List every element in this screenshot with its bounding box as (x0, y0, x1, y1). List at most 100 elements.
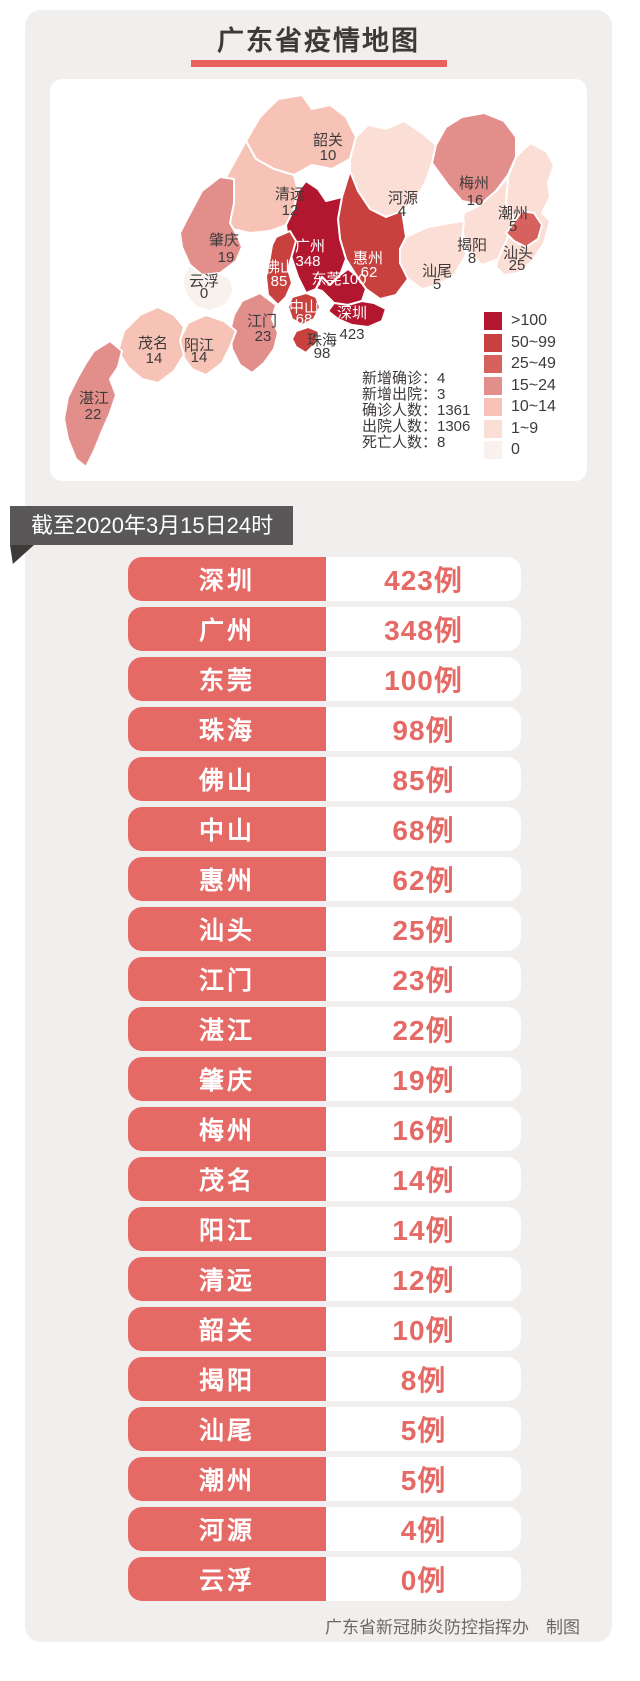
legend-swatch (484, 355, 502, 373)
map-city-label: 5 (509, 218, 517, 235)
legend-swatch (484, 376, 502, 395)
list-item-cases: 22例 (392, 1015, 455, 1046)
page-title: 广东省疫情地图 (217, 26, 420, 56)
legend-swatch (484, 441, 502, 459)
list-item-city: 揭阳 (128, 1357, 326, 1401)
map-city-label: 佛山 (265, 259, 295, 276)
map-city-label: 68 (296, 311, 313, 328)
map-city-label: 4 (398, 203, 406, 220)
legend-item: >100 (484, 312, 556, 330)
map-city-label: 梅州 (459, 175, 489, 192)
list-item-city: 广州 (128, 607, 326, 651)
map-city-label: 湛江 (79, 390, 109, 407)
map-city-label: 中山 (289, 299, 319, 316)
legend-item: 0 (484, 441, 556, 459)
list-item-city: 韶关 (128, 1307, 326, 1351)
map-city-label: 16 (467, 192, 484, 209)
map-city-label: 14 (146, 350, 163, 367)
list-item-city: 汕尾 (128, 1407, 326, 1451)
title-underline (190, 60, 447, 67)
map-city-label: 汕尾 (422, 263, 452, 280)
region-shenzhen (327, 300, 387, 328)
region-maoming (117, 306, 185, 384)
list-item-cases: 25例 (392, 915, 455, 946)
list-item: 肇庆 19例 (128, 1057, 521, 1101)
map-city-label: 阳江 (184, 337, 214, 354)
list-item-city: 深圳 (128, 557, 326, 601)
map-city-label: 河源 (388, 190, 418, 207)
legend-label: 1~9 (511, 419, 539, 437)
map-city-label: 广州 (295, 238, 325, 255)
map-city-label: 348 (295, 253, 320, 270)
list-item-cases: 68例 (392, 815, 455, 846)
province-stats-block: 新增确诊：4 新增出院：3 确诊人数：1361 出院人数：1306 死亡人数：8 (362, 371, 470, 451)
content-card: 广东省疫情地图 (25, 10, 612, 1642)
list-item-cases: 10例 (392, 1315, 455, 1346)
map-city-label: 14 (191, 349, 208, 366)
map-city-label: 江门 (247, 313, 277, 330)
map-city-label: 茂名 (138, 335, 168, 352)
list-item-cases: 5例 (400, 1465, 447, 1496)
legend-label: 15~24 (511, 376, 556, 394)
map-city-label: 0 (200, 285, 208, 302)
legend-item: 50~99 (484, 333, 556, 352)
list-item: 潮州 5例 (128, 1457, 521, 1501)
region-zhanjiang (63, 340, 123, 468)
map-city-label: 清远 (275, 186, 305, 203)
list-item: 云浮 0例 (128, 1557, 521, 1601)
list-item-city: 河源 (128, 1507, 326, 1551)
list-item-city: 汕头 (128, 907, 326, 951)
stat-line: 确诊人数：1361 (362, 402, 471, 419)
list-item-city: 潮州 (128, 1457, 326, 1501)
list-item: 河源 4例 (128, 1507, 521, 1551)
list-item-cases: 0例 (400, 1565, 447, 1596)
list-item-city: 东莞 (128, 657, 326, 701)
city-case-list: 深圳 423例 广州 348例 东莞 100例 珠海 98例 佛山 85例 中山 68例 惠州 62例 汕头… (25, 557, 612, 1601)
legend-swatch (484, 333, 502, 352)
legend-item: 15~24 (484, 376, 556, 395)
region-zhongshan (287, 292, 321, 326)
map-city-label: 云浮 (189, 273, 219, 290)
stat-line: 新增出院：3 (362, 386, 446, 403)
title-block: 广东省疫情地图 (25, 10, 612, 67)
list-item: 茂名 14例 (128, 1157, 521, 1201)
region-shantou (505, 210, 543, 248)
map-city-label: 5 (433, 276, 441, 293)
legend-label: >100 (511, 312, 548, 329)
map-city-label: 10 (320, 147, 337, 164)
map-city-label: 98 (314, 345, 331, 362)
source-credit: 广东省新冠肺炎防控指挥办 制图 (325, 1618, 580, 1637)
list-item-city: 清远 (128, 1257, 326, 1301)
map-city-label: 423 (339, 326, 364, 343)
map-legend: >100 50~99 25~49 15~24 10~14 1~9 0 (484, 312, 556, 463)
list-item-cases: 423例 (384, 565, 463, 596)
province-map-card: 韶关 10 清远 12 河源 4 梅州 16 潮州 5 揭阳 8 汕头 25 汕尾 5 惠州 62 广州 348 东莞1… (50, 79, 587, 481)
legend-item: 1~9 (484, 419, 556, 438)
region-foshan (265, 230, 297, 306)
list-item-cases: 19例 (392, 1065, 455, 1096)
list-item-city: 惠州 (128, 857, 326, 901)
map-city-label: 22 (85, 406, 102, 423)
map-city-label: 12 (282, 202, 299, 219)
legend-label: 25~49 (511, 355, 556, 372)
list-item-cases: 23例 (392, 965, 455, 996)
list-item-cases: 98例 (392, 715, 455, 746)
list-item-city: 湛江 (128, 1007, 326, 1051)
list-item: 珠海 98例 (128, 707, 521, 751)
legend-swatch (484, 419, 502, 438)
list-item: 揭阳 8例 (128, 1357, 521, 1401)
legend-swatch (484, 398, 502, 416)
as-of-date-text: 截至2020年3月15日24时 (31, 513, 274, 538)
legend-swatch (484, 312, 502, 330)
map-city-label: 珠海 (307, 332, 337, 349)
list-item-cases: 85例 (392, 765, 455, 796)
map-city-label: 19 (218, 249, 235, 266)
list-item: 东莞 100例 (128, 657, 521, 701)
map-city-label: 汕头 (503, 245, 533, 262)
legend-item: 25~49 (484, 355, 556, 373)
list-item: 中山 68例 (128, 807, 521, 851)
list-item-cases: 4例 (400, 1515, 447, 1546)
list-item: 佛山 85例 (128, 757, 521, 801)
